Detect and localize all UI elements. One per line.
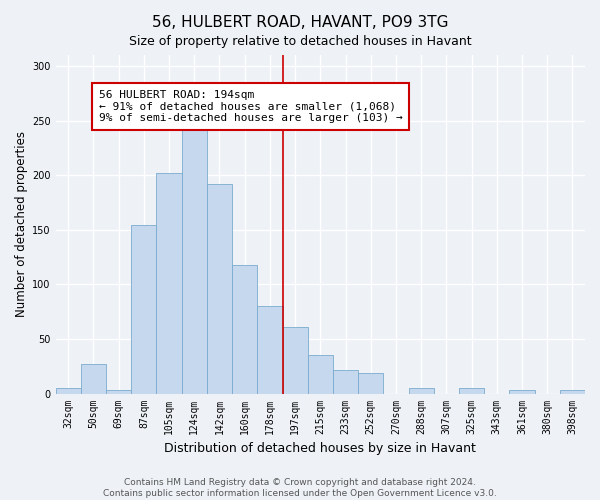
Bar xyxy=(308,356,333,394)
Bar xyxy=(333,370,358,394)
Text: Contains HM Land Registry data © Crown copyright and database right 2024.
Contai: Contains HM Land Registry data © Crown c… xyxy=(103,478,497,498)
Bar xyxy=(207,184,232,394)
Text: Size of property relative to detached houses in Havant: Size of property relative to detached ho… xyxy=(128,35,472,48)
Bar xyxy=(56,388,81,394)
X-axis label: Distribution of detached houses by size in Havant: Distribution of detached houses by size … xyxy=(164,442,476,455)
Bar xyxy=(232,264,257,394)
Bar xyxy=(81,364,106,394)
Bar xyxy=(560,390,585,394)
Bar xyxy=(358,373,383,394)
Bar xyxy=(131,226,157,394)
Bar xyxy=(157,173,182,394)
Bar xyxy=(257,306,283,394)
Text: 56 HULBERT ROAD: 194sqm
← 91% of detached houses are smaller (1,068)
9% of semi-: 56 HULBERT ROAD: 194sqm ← 91% of detache… xyxy=(98,90,402,123)
Bar xyxy=(283,327,308,394)
Bar xyxy=(182,120,207,394)
Y-axis label: Number of detached properties: Number of detached properties xyxy=(15,132,28,318)
Bar xyxy=(409,388,434,394)
Bar xyxy=(459,388,484,394)
Bar xyxy=(106,390,131,394)
Text: 56, HULBERT ROAD, HAVANT, PO9 3TG: 56, HULBERT ROAD, HAVANT, PO9 3TG xyxy=(152,15,448,30)
Bar xyxy=(509,390,535,394)
